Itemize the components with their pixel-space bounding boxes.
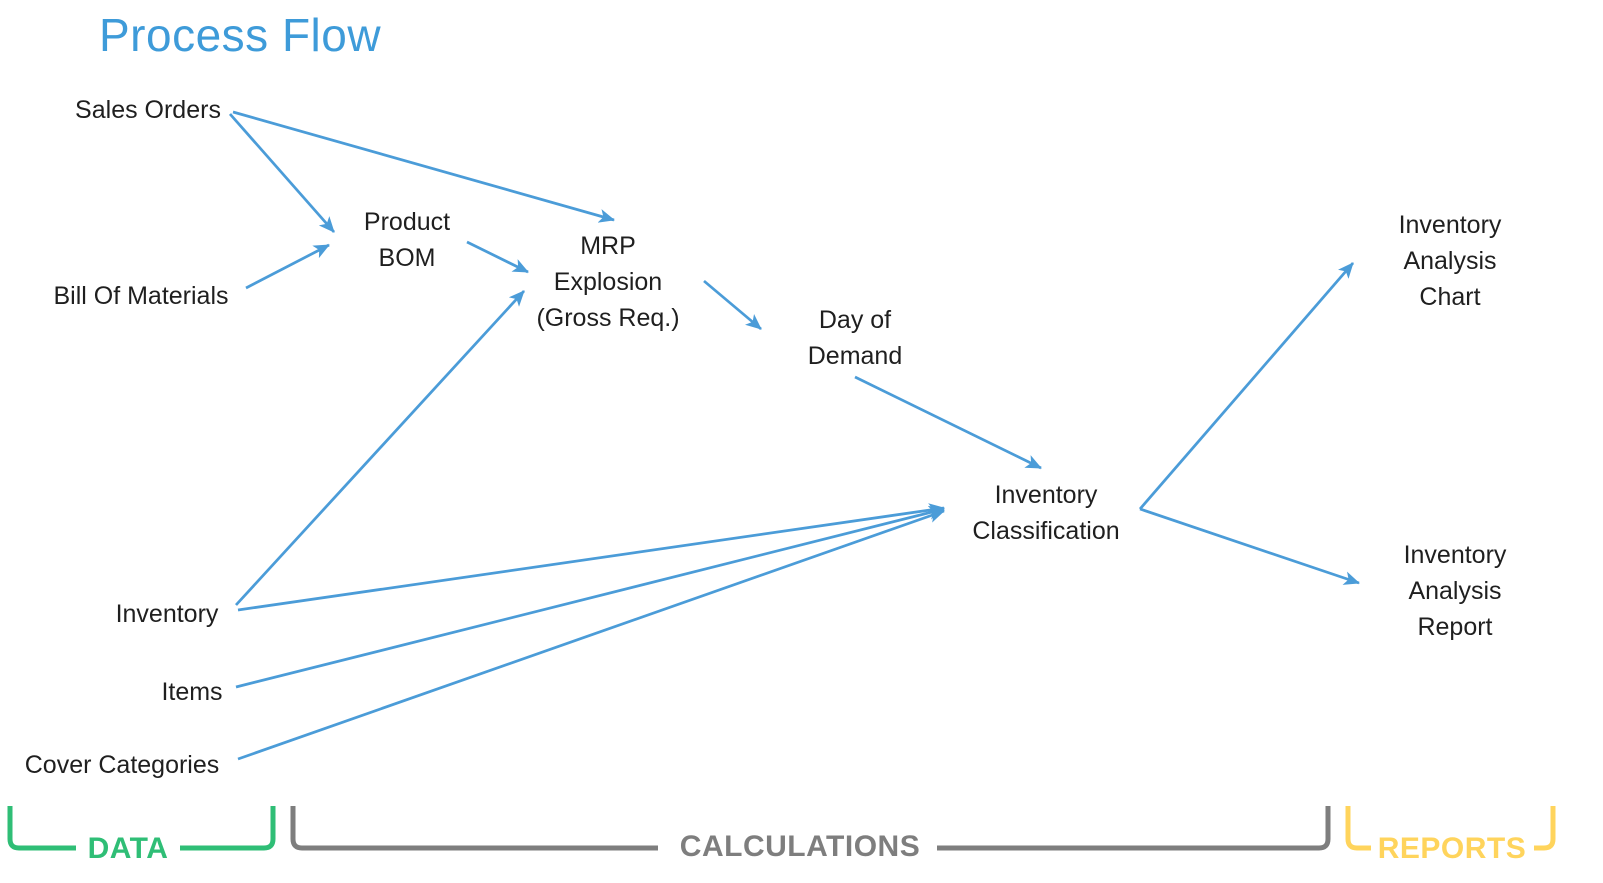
node-inventory-analysis-chart: Inventory Analysis Chart — [1398, 211, 1502, 311]
node-inventory: Inventory — [115, 600, 219, 628]
page-title: Process Flow — [99, 9, 382, 61]
node-inventory-analysis-report: Inventory Analysis Report — [1403, 541, 1507, 641]
node-inventory-classification: Inventory Classification — [972, 481, 1120, 545]
edge-inventory-to-inventory-classification — [237, 503, 945, 612]
edge-inventory-classification-to-inventory-analysis-report — [1139, 507, 1360, 585]
bracket-label-reports: REPORTS — [1377, 832, 1527, 865]
edge-items-to-inventory-classification — [235, 505, 945, 689]
node-product-bom: Product BOM — [363, 208, 451, 272]
edge-cover-categories-to-inventory-classification — [237, 509, 945, 761]
edge-bill-of-materials-to-product-bom — [245, 243, 330, 290]
edge-sales-orders-to-product-bom — [228, 113, 336, 233]
bracket-reports — [1345, 806, 1556, 851]
bracket-data — [7, 806, 276, 851]
node-items: Items — [161, 678, 223, 706]
edge-inventory-to-mrp-explosion — [234, 290, 526, 606]
edge-mrp-explosion-to-day-of-demand — [703, 279, 762, 331]
bracket-label-data: DATA — [87, 832, 169, 865]
node-cover-categories: Cover Categories — [24, 751, 220, 779]
node-sales-orders: Sales Orders — [75, 96, 221, 124]
bracket-calculations — [290, 806, 1331, 851]
edge-sales-orders-to-mrp-explosion — [232, 110, 615, 223]
node-mrp-explosion: MRP Explosion (Gross Req.) — [536, 232, 680, 332]
bracket-label-calculations: CALCULATIONS — [679, 830, 921, 863]
node-day-of-demand: Day of Demand — [807, 306, 903, 370]
edge-day-of-demand-to-inventory-classification — [854, 375, 1042, 470]
edge-product-bom-to-mrp-explosion — [466, 240, 529, 274]
node-bill-of-materials: Bill Of Materials — [53, 282, 229, 310]
edge-inventory-classification-to-inventory-analysis-chart — [1138, 262, 1355, 510]
